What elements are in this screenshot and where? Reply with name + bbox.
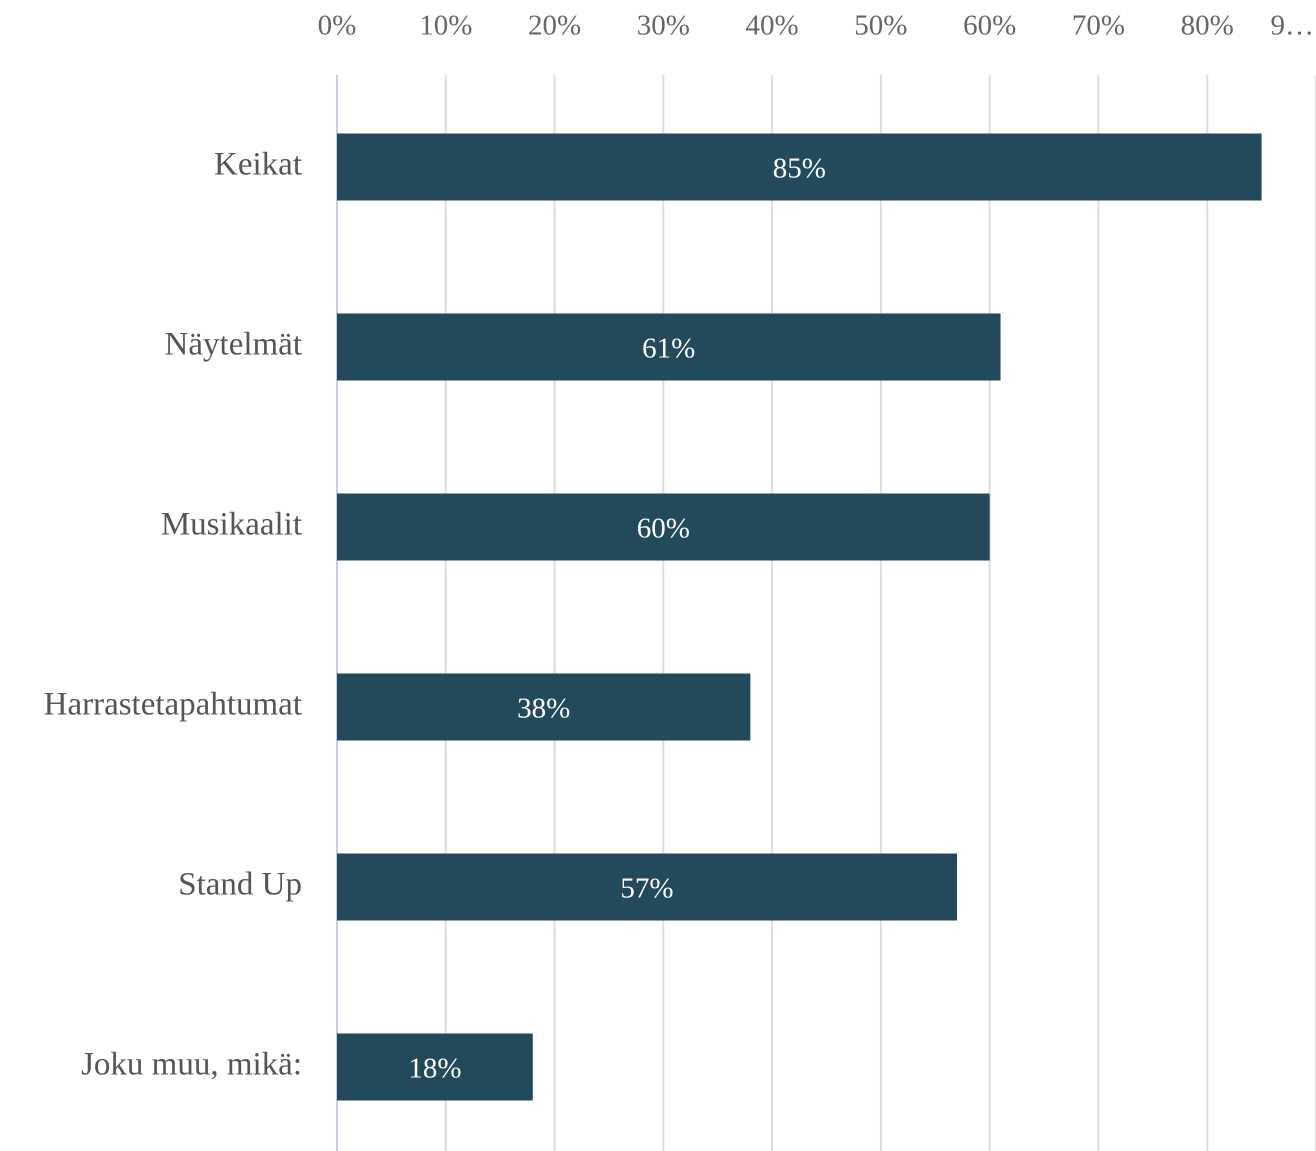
bar — [337, 313, 1001, 381]
value-label: 18% — [408, 1053, 461, 1085]
bar — [337, 673, 751, 741]
bar — [337, 493, 990, 561]
bar — [337, 1033, 533, 1101]
y-tick-label: Keikat — [214, 147, 302, 183]
x-tick-label: 20% — [528, 10, 581, 42]
value-label: 60% — [637, 513, 690, 545]
value-label: 57% — [620, 873, 673, 905]
y-tick-label: Joku muu, mikä: — [81, 1047, 302, 1083]
value-label: 61% — [642, 333, 695, 365]
y-tick-label: Stand Up — [178, 867, 302, 903]
x-tick-label: 9… — [1271, 10, 1315, 42]
y-tick-label: Näytelmät — [165, 327, 302, 363]
x-tick-label: 70% — [1072, 10, 1125, 42]
value-label: 85% — [773, 153, 826, 185]
x-tick-label: 40% — [746, 10, 799, 42]
x-tick-label: 80% — [1181, 10, 1234, 42]
value-label: 38% — [517, 693, 570, 725]
bar — [337, 853, 958, 921]
x-tick-label: 50% — [854, 10, 907, 42]
x-tick-label: 10% — [419, 10, 472, 42]
x-tick-label: 0% — [318, 10, 357, 42]
y-tick-label: Harrastetapahtumat — [44, 687, 302, 723]
y-tick-label: Musikaalit — [161, 507, 302, 543]
x-tick-label: 60% — [963, 10, 1016, 42]
x-tick-label: 30% — [637, 10, 690, 42]
bar — [337, 133, 1262, 201]
